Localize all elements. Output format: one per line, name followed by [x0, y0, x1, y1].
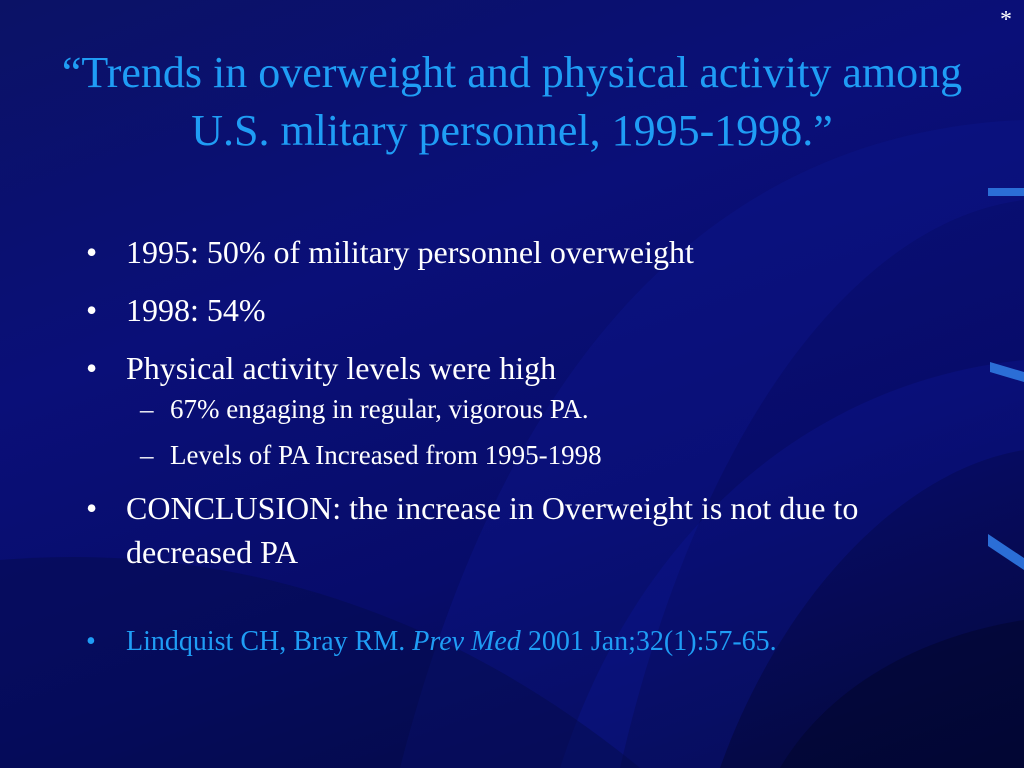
bullet-text: CONCLUSION: the increase in Overweight i…: [126, 490, 859, 570]
sub-bullet-text: 67% engaging in regular, vigorous PA.: [170, 394, 589, 424]
bullet-text: Physical activity levels were high: [126, 350, 557, 386]
slide-title: “Trends in overweight and physical activ…: [61, 48, 963, 155]
bullet-marker: •: [86, 292, 98, 328]
corner-mark: *: [1000, 7, 1012, 33]
bullet-marker: •: [86, 234, 98, 270]
edge-accent-2: [990, 362, 1024, 382]
reference-citation: • Lindquist CH, Bray RM. Prev Med 2001 J…: [86, 624, 906, 660]
bullet-list: • 1995: 50% of military personnel overwe…: [86, 230, 906, 674]
sub-bullet-marker: –: [140, 394, 154, 424]
bullet-marker: •: [86, 350, 98, 386]
bullet-item: • CONCLUSION: the increase in Overweight…: [86, 486, 906, 574]
bullet-text: 1998: 54%: [126, 292, 266, 328]
bullet-marker: •: [86, 490, 98, 526]
swoosh-shape-3: [0, 556, 640, 768]
reference-details: 2001 Jan;32(1):57-65.: [527, 626, 777, 657]
edge-accent-3: [988, 534, 1024, 570]
reference-journal: Prev Med: [412, 626, 521, 657]
swoosh-shape-4: [780, 620, 1024, 768]
bullet-item: • 1998: 54%: [86, 288, 906, 332]
sub-bullet-item: – Levels of PA Increased from 1995-1998: [126, 438, 906, 472]
edge-accent-1: [988, 188, 1024, 196]
sub-bullet-item: – 67% engaging in regular, vigorous PA.: [126, 392, 906, 426]
sub-bullet-text: Levels of PA Increased from 1995-1998: [170, 440, 602, 470]
swoosh-shape-2: [560, 360, 1024, 768]
bullet-marker: •: [86, 626, 96, 657]
sub-bullet-list: – 67% engaging in regular, vigorous PA. …: [126, 392, 906, 472]
bullet-text: 1995: 50% of military personnel overweig…: [126, 234, 694, 270]
reference-authors: Lindquist CH, Bray RM.: [126, 626, 406, 657]
sub-bullet-marker: –: [140, 440, 154, 470]
swoosh-shape-1: [400, 120, 1024, 768]
bullet-item: • Physical activity levels were high – 6…: [86, 346, 906, 472]
bullet-item: • 1995: 50% of military personnel overwe…: [86, 230, 906, 274]
